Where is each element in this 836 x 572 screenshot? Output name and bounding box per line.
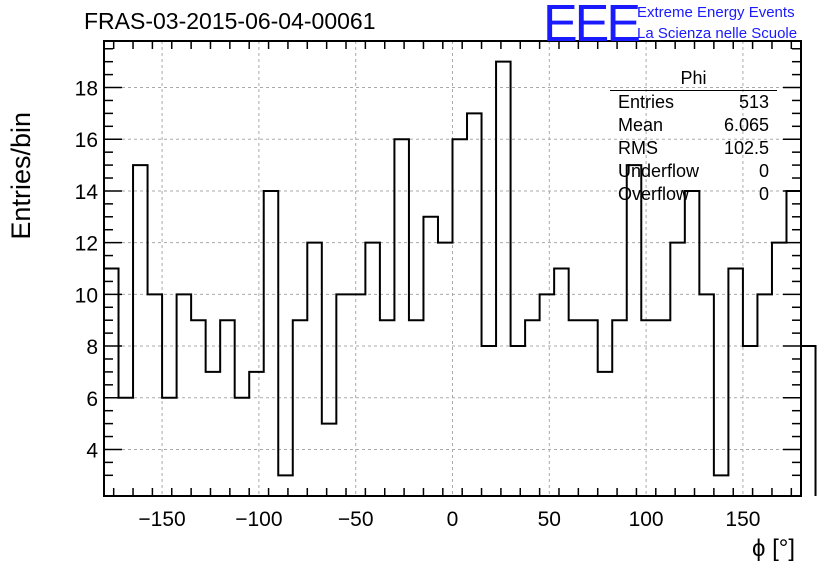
histogram-bin	[627, 165, 642, 496]
histogram-bin	[612, 320, 627, 496]
histogram-bin	[453, 139, 468, 496]
histogram-bin	[786, 191, 801, 496]
x-tick-label: 100	[629, 508, 664, 531]
x-axis-label: ϕ [°]	[752, 535, 796, 562]
histogram-bin	[293, 320, 308, 496]
histogram-bin	[728, 269, 743, 497]
histogram-bin	[583, 320, 598, 496]
y-tick-label: 16	[75, 129, 98, 152]
histogram-bin	[743, 346, 758, 496]
histogram-bin	[191, 320, 206, 496]
histogram-bin	[496, 62, 511, 496]
histogram-bin	[206, 372, 221, 496]
stats-row-mean: Mean 6.065	[610, 114, 777, 137]
x-tick-label: 0	[447, 508, 459, 531]
histogram-bin	[598, 372, 613, 496]
x-tick-label: −100	[235, 508, 282, 531]
histogram-bin	[482, 346, 497, 496]
y-tick-label: 12	[75, 233, 98, 256]
histogram-bin	[438, 243, 453, 496]
stats-row-overflow: Overflow 0	[610, 183, 777, 206]
histogram-bin	[801, 346, 816, 496]
histogram-bin	[757, 294, 772, 496]
histogram-bin	[641, 320, 656, 496]
x-tick-label: 50	[538, 508, 561, 531]
histogram-bin	[511, 346, 526, 496]
histogram-bin	[365, 243, 380, 496]
y-tick-label: 4	[86, 439, 98, 462]
logo-subtitle-2: La Scienza nelle Scuole	[637, 25, 798, 42]
y-tick-label: 10	[75, 284, 98, 307]
logo-subtitle-1: Extreme Energy Events	[637, 4, 795, 21]
histogram-outline	[103, 60, 817, 496]
stats-value: 6.065	[723, 115, 769, 135]
stats-value: 0	[758, 161, 769, 181]
histogram-bin	[714, 475, 729, 496]
stats-row-rms: RMS 102.5	[610, 137, 777, 160]
x-tick-label: 150	[725, 508, 760, 531]
stats-key: Underflow	[618, 161, 700, 181]
stats-value: 102.5	[723, 138, 769, 158]
eee-logo: EEE	[543, 0, 641, 53]
histogram-bin	[699, 294, 714, 496]
histogram-bin	[307, 243, 322, 496]
histogram-bin	[380, 320, 395, 496]
histogram-bin	[336, 294, 351, 496]
histogram-bin	[772, 243, 787, 496]
axis-ticks	[104, 41, 801, 496]
stats-key: RMS	[618, 138, 658, 158]
histogram-bin	[394, 139, 409, 496]
histogram-bin	[264, 191, 279, 496]
histogram-bin	[278, 475, 293, 496]
y-tick-label: 18	[75, 78, 98, 101]
x-tick-label: −50	[338, 508, 374, 531]
stats-key: Overflow	[618, 184, 690, 204]
histogram-bin	[423, 217, 438, 496]
y-tick-label: 14	[75, 181, 99, 204]
y-tick-label: 8	[86, 336, 98, 359]
histogram-bin	[685, 191, 700, 496]
histogram-bin	[554, 269, 569, 497]
stats-row-entries: Entries 513	[610, 91, 777, 114]
histogram-bin	[249, 372, 264, 496]
stats-box: Phi Entries 513 Mean 6.065 RMS 102.5 Und…	[610, 68, 777, 206]
histogram-bin	[133, 165, 148, 496]
histogram-bin	[670, 243, 685, 496]
histogram-bin	[569, 320, 584, 496]
stats-key: Entries	[618, 92, 675, 112]
histogram-bin	[525, 320, 540, 496]
histogram-bars	[103, 60, 817, 497]
x-tick-label: −150	[138, 508, 185, 531]
histogram-bin	[177, 294, 192, 496]
chart-title: FRAS-03-2015-06-04-00061	[84, 8, 376, 34]
histogram-bin	[235, 398, 250, 496]
y-tick-label: 6	[86, 388, 98, 411]
stats-key: Mean	[618, 115, 664, 135]
histogram-bin	[322, 424, 337, 496]
histogram-bin	[540, 294, 555, 496]
stats-value: 0	[758, 184, 769, 204]
stats-row-underflow: Underflow 0	[610, 160, 777, 183]
histogram-bin	[119, 398, 134, 496]
histogram-bin	[656, 320, 671, 496]
tick-labels: −150 −100 −50 0 50 100 150 4 6 8 10 12 14 16 18	[75, 78, 761, 531]
stats-value: 513	[738, 92, 769, 112]
histogram-bin	[148, 294, 163, 496]
histogram-bin	[467, 113, 482, 496]
histogram-bin	[409, 320, 424, 496]
histogram-bin	[162, 398, 177, 496]
histogram-bin	[351, 294, 366, 496]
histogram-bin	[220, 320, 235, 496]
stats-title: Phi	[610, 68, 777, 91]
y-axis-label: Entries/bin	[6, 112, 36, 240]
